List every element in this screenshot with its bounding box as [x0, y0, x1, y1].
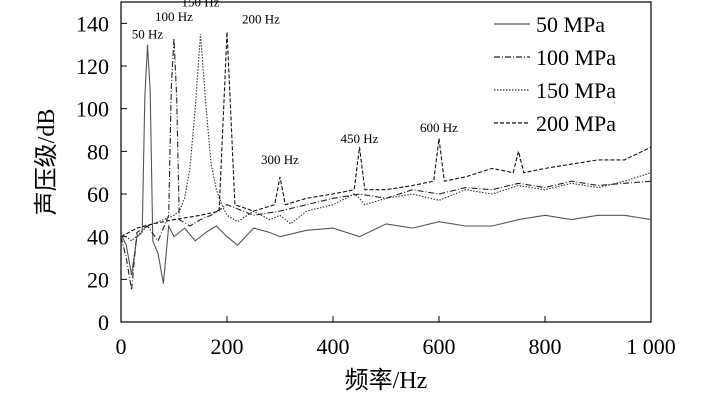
x-tick-label: 200: [211, 334, 244, 359]
peak-annotation: 300 Hz: [261, 152, 299, 167]
x-axis-title: 频率/Hz: [345, 367, 428, 394]
x-tick-label: 0: [116, 334, 127, 359]
peak-annotation: 600 Hz: [420, 120, 458, 135]
y-tick-label: 0: [98, 310, 109, 335]
y-tick-label: 120: [76, 54, 109, 79]
peak-annotation: 450 Hz: [341, 131, 379, 146]
peak-annotation: 200 Hz: [242, 11, 280, 26]
y-axis-title: 声压级/dB: [33, 109, 60, 216]
peak-annotation: 150 Hz: [182, 0, 220, 9]
y-tick-label: 60: [87, 182, 109, 207]
x-tick-label: 400: [317, 334, 350, 359]
plot-frame: [120, 1, 652, 323]
peak-annotation: 100 Hz: [155, 9, 193, 24]
series-line-3: [120, 33, 652, 242]
y-tick-label: 140: [76, 11, 109, 36]
series-line-1: [120, 44, 652, 284]
series-line-4: [120, 31, 652, 238]
x-tick-label: 1 000: [626, 334, 676, 359]
y-tick-label: 20: [87, 267, 109, 292]
series-line-2: [120, 38, 652, 291]
x-tick-label: 800: [529, 334, 562, 359]
x-tick-label: 600: [423, 334, 456, 359]
y-tick-label: 80: [87, 139, 109, 164]
peak-annotation: 50 Hz: [132, 26, 164, 41]
legend-label-1: 50 MPa: [536, 12, 605, 37]
y-tick-label: 40: [87, 225, 109, 250]
legend-label-4: 200 MPa: [536, 111, 616, 136]
y-tick-label: 100: [76, 97, 109, 122]
legend-label-2: 100 MPa: [536, 45, 616, 70]
legend-label-3: 150 MPa: [536, 78, 616, 103]
